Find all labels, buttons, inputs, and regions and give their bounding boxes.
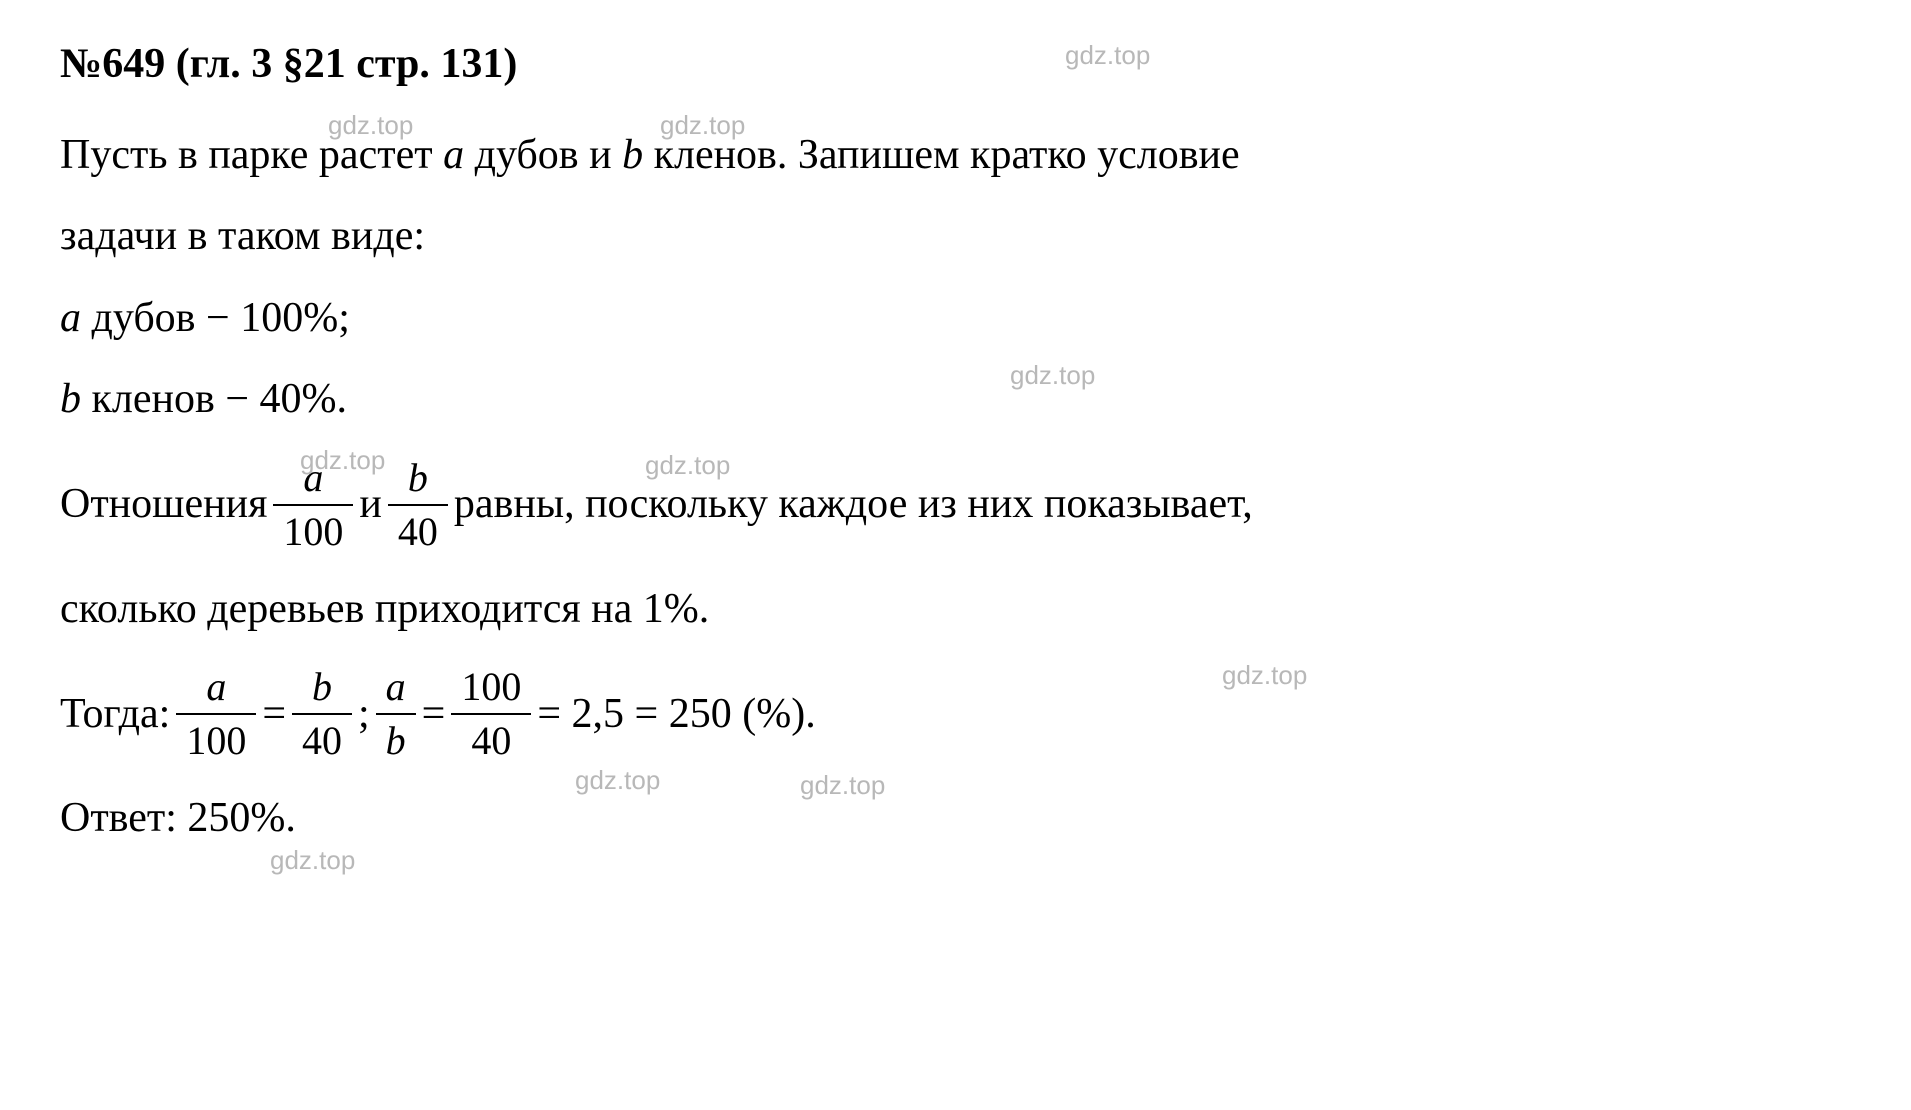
p5-t2: и	[359, 479, 381, 529]
p5-t3: равны, поскольку каждое из них показывае…	[454, 479, 1253, 529]
frac-den: 40	[451, 715, 531, 765]
p1-t1: Пусть в парке растет	[60, 132, 443, 178]
fraction-b-40: b 40	[388, 454, 448, 556]
p7-eq1: =	[262, 689, 286, 739]
p3-a: a	[60, 295, 81, 341]
p3-rest: дубов − 100%;	[81, 295, 350, 341]
paragraph-2: задачи в таком виде:	[60, 201, 1851, 272]
p7-tail: = 2,5 = 250 (%).	[537, 689, 815, 739]
p5-t1: Отношения	[60, 479, 267, 529]
frac-den: 40	[292, 715, 352, 765]
p4-b: b	[60, 376, 81, 422]
answer-line: Ответ: 250%.	[60, 783, 1851, 854]
page-root: №649 (гл. 3 §21 стр. 131) Пусть в парке …	[0, 0, 1911, 904]
frac-num: a	[176, 663, 256, 715]
fraction-a-100-b: a 100	[176, 663, 256, 765]
paragraph-4: b кленов − 40%.	[60, 364, 1851, 435]
paragraph-1: Пусть в парке растет a дубов и b кленов.…	[60, 120, 1851, 191]
p4-rest: кленов − 40%.	[81, 376, 347, 422]
frac-num: a	[273, 454, 353, 506]
p1-a: a	[443, 132, 464, 178]
p1-t2: дубов и	[464, 132, 622, 178]
paragraph-7: Тогда: a 100 = b 40 ; a b = 100 40 = 2,5…	[60, 663, 1851, 765]
frac-den: 100	[273, 506, 353, 556]
frac-den: b	[376, 715, 416, 765]
paragraph-3: a дубов − 100%;	[60, 283, 1851, 354]
problem-title: №649 (гл. 3 §21 стр. 131)	[60, 40, 1851, 88]
frac-den: 40	[388, 506, 448, 556]
fraction-100-40: 100 40	[451, 663, 531, 765]
fraction-b-40-b: b 40	[292, 663, 352, 765]
p1-b: b	[622, 132, 643, 178]
frac-den: 100	[176, 715, 256, 765]
p7-eq2: =	[422, 689, 446, 739]
frac-num: a	[376, 663, 416, 715]
p1-t3: кленов. Запишем кратко условие	[643, 132, 1240, 178]
frac-num: b	[292, 663, 352, 715]
frac-num: b	[388, 454, 448, 506]
fraction-a-100: a 100	[273, 454, 353, 556]
paragraph-6: сколько деревьев приходится на 1%.	[60, 574, 1851, 645]
fraction-a-b: a b	[376, 663, 416, 765]
frac-num: 100	[451, 663, 531, 715]
paragraph-5: Отношения a 100 и b 40 равны, поскольку …	[60, 454, 1851, 556]
p7-semi: ;	[358, 689, 370, 739]
p7-t1: Тогда:	[60, 689, 170, 739]
